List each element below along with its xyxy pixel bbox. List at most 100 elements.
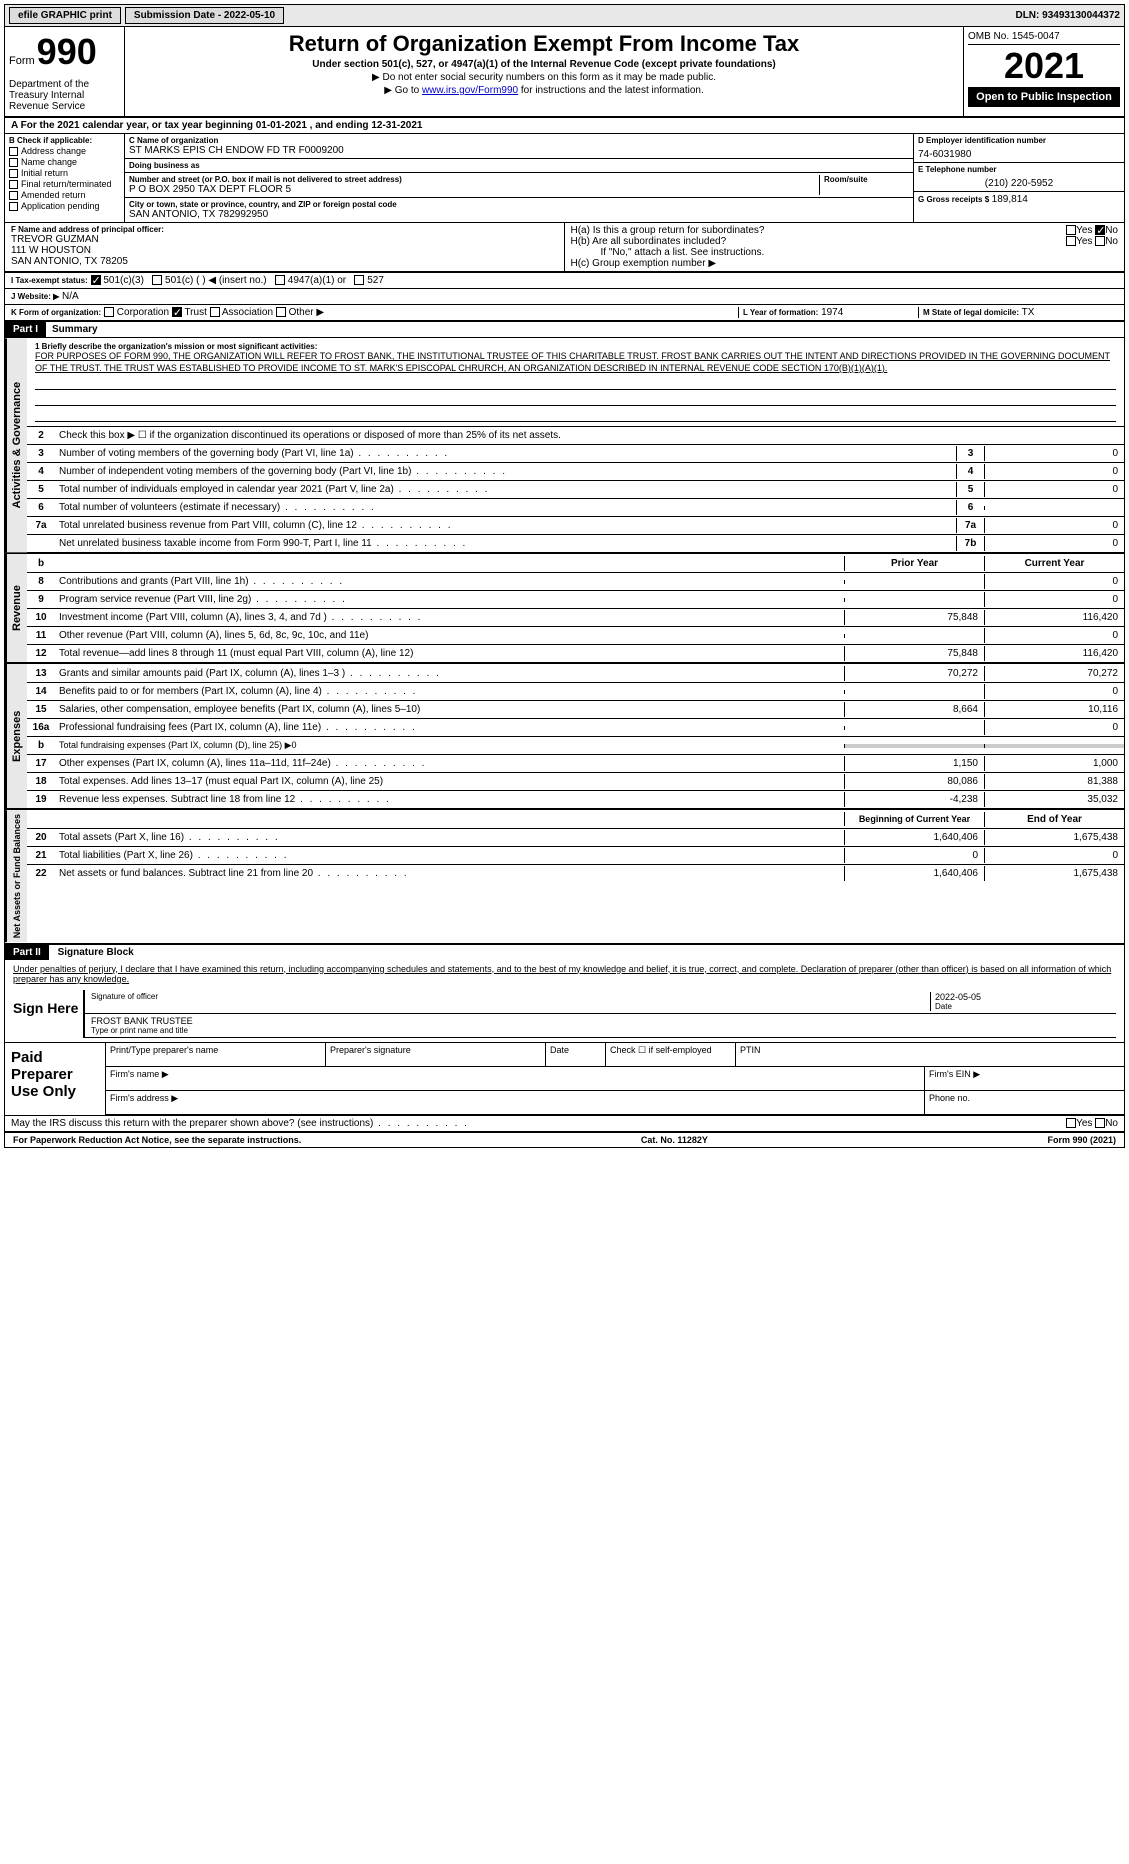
officer-addr1: 111 W HOUSTON [11, 245, 558, 256]
cat-number: Cat. No. 11282Y [641, 1135, 708, 1145]
pra-notice: For Paperwork Reduction Act Notice, see … [13, 1135, 301, 1145]
paid-prep-label: Paid Preparer Use Only [5, 1043, 105, 1115]
initial-return-checkbox[interactable] [9, 169, 18, 178]
part2-tag: Part II [5, 945, 49, 960]
discuss-row: May the IRS discuss this return with the… [5, 1115, 1124, 1131]
gross-value: 189,814 [992, 194, 1028, 205]
form-990-page: efile GRAPHIC print Submission Date - 20… [4, 4, 1125, 1148]
goto-instr: ▶ Go to www.irs.gov/Form990 for instruct… [129, 85, 959, 96]
hb-yes-checkbox[interactable] [1066, 236, 1076, 246]
officer-name: TREVOR GUZMAN [11, 234, 558, 245]
section-f: F Name and address of principal officer:… [5, 223, 565, 271]
blank-line [35, 376, 1116, 390]
website-value: N/A [62, 291, 79, 302]
form-number: 990 [37, 31, 97, 73]
section-k: K Form of organization: Corporation Trus… [11, 307, 738, 318]
hb-no-checkbox[interactable] [1095, 236, 1105, 246]
part2-header-row: Part II Signature Block [5, 943, 1124, 960]
org-name-label: C Name of organization [129, 136, 909, 145]
city-value: SAN ANTONIO, TX 782992950 [129, 209, 909, 220]
prior-year-hdr: Prior Year [844, 556, 984, 571]
ein-label: D Employer identification number [918, 136, 1120, 145]
dba-label: Doing business as [129, 161, 909, 170]
form-number-block: Form 990 Department of the Treasury Inte… [5, 27, 125, 116]
form-ref: Form 990 (2021) [1047, 1135, 1116, 1145]
trust-checkbox[interactable] [172, 307, 182, 317]
omb-number: OMB No. 1545-0047 [968, 31, 1120, 45]
phone-label: E Telephone number [918, 165, 1120, 174]
ssn-warning: ▶ Do not enter social security numbers o… [129, 72, 959, 83]
line3-value: 0 [984, 446, 1124, 461]
calendar-year-row: A For the 2021 calendar year, or tax yea… [5, 118, 1124, 134]
discuss-yes-checkbox[interactable] [1066, 1118, 1076, 1128]
section-m: M State of legal domicile: TX [918, 307, 1118, 318]
blank-line [35, 408, 1116, 422]
ha-yes-checkbox[interactable] [1066, 225, 1076, 235]
part2-title: Signature Block [52, 945, 140, 960]
rev-sidelabel: Revenue [5, 554, 27, 662]
ein-value: 74-6031980 [918, 149, 1120, 160]
addr-change-checkbox[interactable] [9, 147, 18, 156]
room-label: Room/suite [824, 175, 909, 184]
form-word: Form [9, 55, 35, 67]
mission-block: 1 Briefly describe the organization's mi… [27, 338, 1124, 426]
corp-checkbox[interactable] [104, 307, 114, 317]
officer-addr2: SAN ANTONIO, TX 78205 [11, 256, 558, 267]
assoc-checkbox[interactable] [210, 307, 220, 317]
treasury-dept: Department of the Treasury Internal Reve… [9, 79, 120, 112]
section-fh: F Name and address of principal officer:… [5, 223, 1124, 272]
section-klm: K Form of organization: Corporation Trus… [5, 304, 1124, 322]
dln-label: DLN: 93493130044372 [1015, 10, 1120, 21]
line6-value [984, 506, 1124, 510]
discuss-no-checkbox[interactable] [1095, 1118, 1105, 1128]
section-deg: D Employer identification number 74-6031… [914, 134, 1124, 222]
app-pending-checkbox[interactable] [9, 202, 18, 211]
part1-tag: Part I [5, 322, 46, 337]
na-sidelabel: Net Assets or Fund Balances [5, 810, 27, 942]
line5-value: 0 [984, 482, 1124, 497]
4947-checkbox[interactable] [275, 275, 285, 285]
amended-return-checkbox[interactable] [9, 191, 18, 200]
paid-preparer-block: Paid Preparer Use Only Print/Type prepar… [5, 1042, 1124, 1115]
org-info-grid: B Check if applicable: Address change Na… [5, 134, 1124, 223]
exp-sidelabel: Expenses [5, 664, 27, 808]
submission-date-button[interactable]: Submission Date - 2022-05-10 [125, 7, 284, 24]
527-checkbox[interactable] [354, 275, 364, 285]
officer-name-title: FROST BANK TRUSTEE [91, 1016, 1110, 1026]
curr-year-hdr: Current Year [984, 556, 1124, 571]
final-return-checkbox[interactable] [9, 180, 18, 189]
form-header: Form 990 Department of the Treasury Inte… [5, 27, 1124, 118]
irs-link[interactable]: www.irs.gov/Form990 [422, 85, 518, 96]
line4-value: 0 [984, 464, 1124, 479]
beg-year-hdr: Beginning of Current Year [844, 812, 984, 826]
open-inspection: Open to Public Inspection [968, 87, 1120, 107]
name-change-checkbox[interactable] [9, 158, 18, 167]
hb-note: If "No," attach a list. See instructions… [571, 247, 1119, 258]
line7b-value: 0 [984, 536, 1124, 551]
501c3-checkbox[interactable] [91, 275, 101, 285]
form-subtitle: Under section 501(c), 527, or 4947(a)(1)… [129, 59, 959, 70]
section-l: L Year of formation: 1974 [738, 307, 918, 318]
efile-print-button[interactable]: efile GRAPHIC print [9, 7, 121, 24]
top-toolbar: efile GRAPHIC print Submission Date - 20… [5, 5, 1124, 27]
line2-text: Check this box ▶ ☐ if the organization d… [55, 428, 1124, 443]
hb-label: H(b) Are all subordinates included? [571, 236, 727, 247]
ha-no-checkbox[interactable] [1095, 225, 1105, 235]
section-h: H(a) Is this a group return for subordin… [565, 223, 1125, 271]
revenue-section: Revenue bPrior YearCurrent Year 8Contrib… [5, 552, 1124, 662]
page-footer: For Paperwork Reduction Act Notice, see … [5, 1131, 1124, 1147]
section-j: J Website: ▶ N/A [5, 288, 1124, 304]
addr-value: P O BOX 2950 TAX DEPT FLOOR 5 [129, 184, 819, 195]
addr-label: Number and street (or P.O. box if mail i… [129, 175, 819, 184]
year-block: OMB No. 1545-0047 2021 Open to Public In… [964, 27, 1124, 116]
hc-label: H(c) Group exemption number ▶ [571, 258, 1119, 269]
expenses-section: Expenses 13Grants and similar amounts pa… [5, 662, 1124, 808]
city-label: City or town, state or province, country… [129, 200, 909, 209]
501c-checkbox[interactable] [152, 275, 162, 285]
mission-text: FOR PURPOSES OF FORM 990, THE ORGANIZATI… [35, 351, 1116, 374]
gov-sidelabel: Activities & Governance [5, 338, 27, 552]
end-year-hdr: End of Year [984, 812, 1124, 827]
section-i: I Tax-exempt status: 501(c)(3) 501(c) ( … [5, 272, 1124, 288]
other-checkbox[interactable] [276, 307, 286, 317]
title-block: Return of Organization Exempt From Incom… [125, 27, 964, 116]
